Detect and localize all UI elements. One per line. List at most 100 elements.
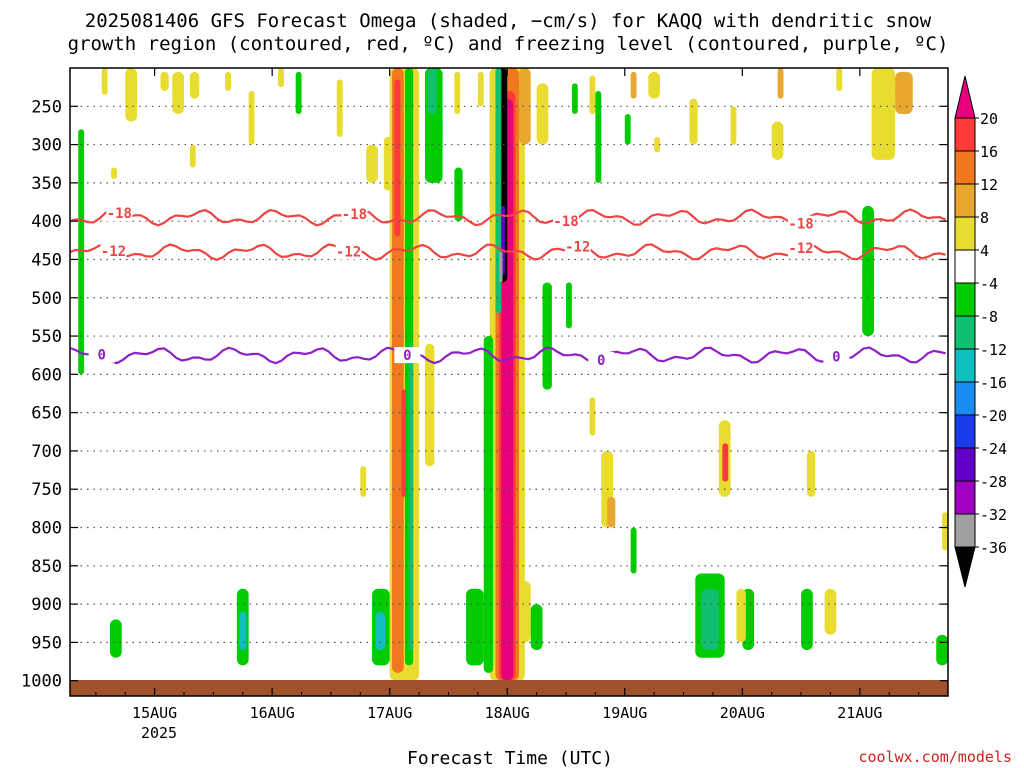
contour-label: -12	[101, 244, 126, 260]
y-tick-label: 350	[31, 174, 62, 194]
contour-label: 0	[832, 350, 840, 366]
contour-label: 0	[98, 348, 106, 364]
colorbar-segment	[954, 480, 976, 515]
omega-cell	[125, 68, 137, 122]
omega-cell	[477, 71, 484, 107]
omega-cell	[571, 83, 578, 114]
colorbar-label: -36	[980, 539, 1007, 557]
contour-label: -18	[107, 206, 132, 222]
omega-cell	[360, 466, 367, 497]
omega-cell	[730, 106, 737, 145]
omega-cell	[401, 389, 407, 497]
omega-cell	[466, 588, 484, 666]
colorbar-segment	[954, 381, 976, 416]
contour-label: -18	[788, 217, 813, 233]
contour-label-bg	[588, 352, 615, 369]
omega-cell	[427, 68, 437, 114]
y-tick-label: 650	[31, 404, 62, 424]
contour-label: -18	[553, 214, 578, 230]
contour-label: -12	[788, 241, 813, 257]
x-year-label: 2025	[141, 724, 177, 742]
colorbar-segment	[954, 282, 976, 317]
omega-cell	[495, 68, 502, 314]
omega-cell	[189, 144, 196, 168]
y-tick-label: 400	[31, 212, 62, 232]
omega-cell	[499, 251, 503, 283]
omega-cell	[589, 75, 596, 114]
colorbar-segment	[954, 315, 976, 350]
x-axis: 15AUG 16AUG 17AUG 18AUG 19AUG 20AUG 21AUG	[95, 68, 920, 722]
colorbar-segment	[954, 546, 976, 588]
omega-cell	[454, 71, 461, 114]
y-tick-label: 950	[31, 633, 62, 653]
omega-cell	[722, 443, 729, 482]
colorbar-label: -32	[980, 506, 1007, 524]
colorbar-segment	[954, 447, 976, 482]
colorbar-segment	[954, 513, 976, 548]
omega-cell	[736, 588, 746, 643]
omega-cell	[801, 588, 813, 651]
colorbar-segment	[954, 216, 976, 251]
omega-cell	[566, 282, 572, 329]
contour-label-bg	[341, 206, 368, 223]
omega-cell	[648, 71, 661, 99]
omega-cell	[630, 527, 637, 574]
omega-cell	[542, 282, 552, 390]
colorbar-segment	[954, 183, 976, 218]
contour-label-bg	[88, 346, 115, 363]
omega-cell	[239, 611, 247, 651]
x-axis-label: Forecast Time (UTC)	[407, 748, 613, 768]
y-tick-label: 500	[31, 289, 62, 309]
colorbar-label: -8	[980, 308, 998, 326]
contour-label: 0	[403, 348, 411, 364]
contour-label: -18	[342, 207, 367, 223]
omega-cell	[483, 336, 494, 674]
omega-cell	[248, 90, 255, 145]
x-tick-label: 18AUG	[485, 704, 530, 722]
colorbar-segment	[954, 150, 976, 185]
omega-cell	[408, 343, 414, 651]
x-tick-label: 19AUG	[602, 704, 647, 722]
chart-title-line2: growth region (contoured, red, ºC) and f…	[68, 33, 949, 55]
omega-cell	[101, 68, 108, 95]
colorbar-label: -4	[980, 275, 998, 293]
omega-cell	[771, 121, 784, 160]
colorbar-label: 20	[980, 110, 998, 128]
x-tick-label: 17AUG	[367, 704, 412, 722]
contour-label: -12	[565, 239, 590, 255]
colorbar-label: 4	[980, 242, 989, 260]
omega-cell	[375, 611, 385, 651]
colorbar-label: -28	[980, 473, 1007, 491]
omega-cell	[530, 604, 543, 651]
ground-surface	[70, 680, 948, 696]
y-tick-label: 1000	[21, 672, 62, 692]
omega-cell	[189, 71, 200, 99]
y-tick-label: 700	[31, 442, 62, 462]
contour-label-bg	[335, 243, 362, 260]
omega-cell	[394, 79, 401, 237]
colorbar: 20 16 12 8 4 -4 -8 -12 -16 -20 -24 -28 -32 -36	[954, 75, 1007, 588]
omega-cell	[630, 71, 637, 99]
colorbar-label: -12	[980, 341, 1007, 359]
omega-cell	[806, 450, 816, 497]
omega-cell	[836, 68, 843, 91]
omega-cell	[654, 136, 661, 153]
contour-label-bg	[106, 205, 133, 222]
omega-cell	[689, 98, 698, 145]
omega-cell	[225, 71, 232, 91]
y-tick-label: 850	[31, 557, 62, 577]
omega-cell	[518, 68, 531, 145]
colorbar-segment	[954, 117, 976, 152]
colorbar-label: -24	[980, 440, 1007, 458]
omega-cell	[111, 167, 118, 180]
colorbar-label: 8	[980, 209, 989, 227]
omega-cell	[589, 397, 596, 436]
omega-cell	[895, 71, 913, 114]
colorbar-label: -16	[980, 374, 1007, 392]
contour-label-bg	[564, 238, 591, 255]
contour-label-bg	[100, 242, 127, 259]
omega-cell	[278, 68, 284, 88]
omega-cell	[942, 512, 948, 551]
omega-cell	[109, 619, 122, 658]
x-tick-label: 20AUG	[720, 704, 765, 722]
